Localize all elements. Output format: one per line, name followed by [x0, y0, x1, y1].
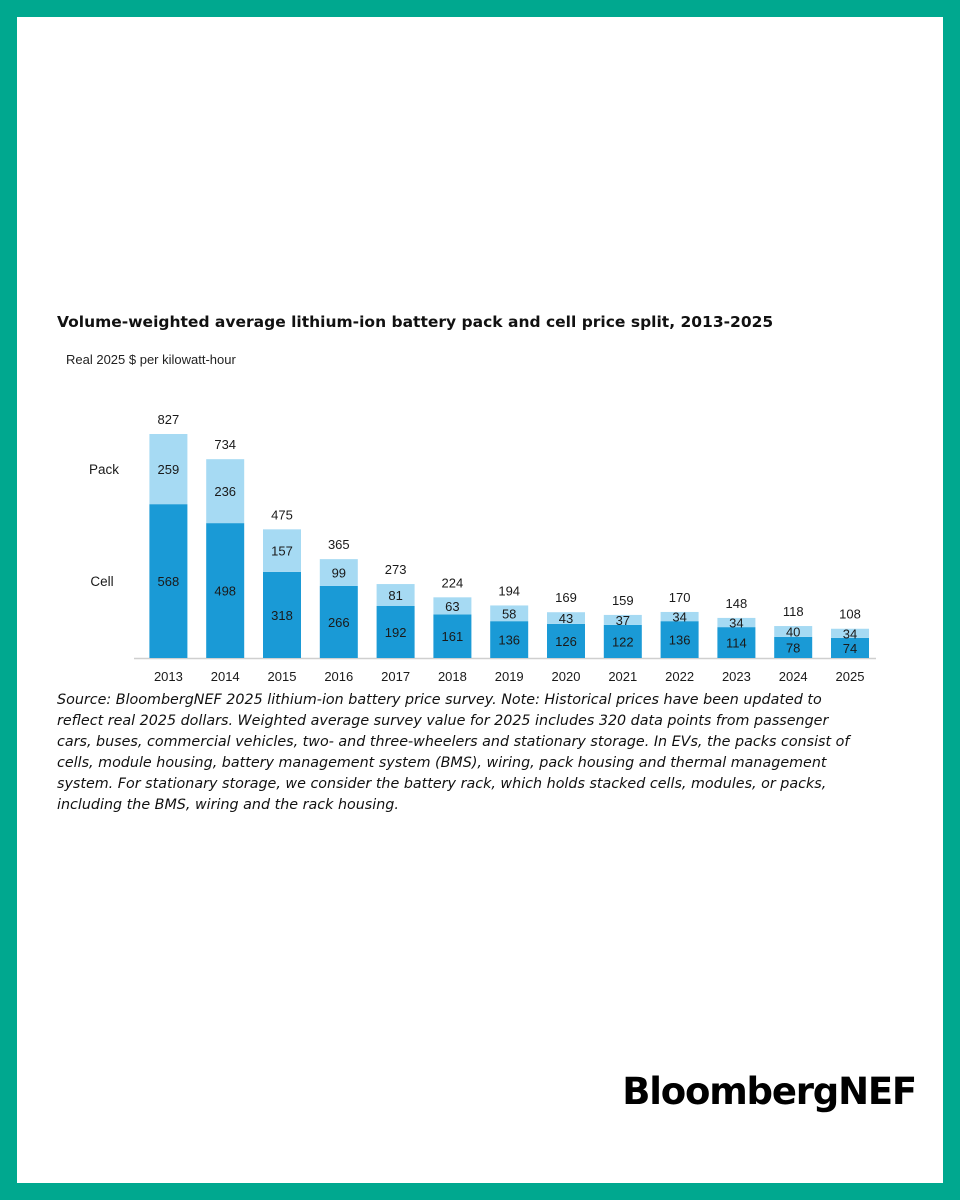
data-label-cell-2017: 192: [385, 625, 407, 640]
bar-pack-2018: [433, 597, 472, 615]
data-label-total-2023: 148: [726, 596, 748, 611]
bar-cell-2020: [547, 623, 585, 658]
x-tick-label-2023: 2023: [722, 669, 751, 684]
data-label-pack-2018: 63: [445, 599, 459, 614]
bar-cell-2015: [263, 571, 301, 658]
bar-pack-2017: [376, 584, 415, 606]
data-label-cell-2013: 568: [158, 574, 180, 589]
stacked-bar-chart: 568 259 827 2013 498 236 734 2014 318 157 475 2015 2…: [89, 412, 876, 684]
bar-pack-2013: [149, 434, 188, 505]
data-label-pack-2013: 259: [158, 462, 180, 477]
x-tick-label-2020: 2020: [552, 669, 581, 684]
bar-pack-2023: [717, 617, 756, 628]
data-label-cell-2021: 122: [612, 634, 634, 649]
x-tick-label-2024: 2024: [779, 669, 808, 684]
bar-cell-2019: [490, 621, 529, 658]
chart-title: Volume-weighted average lithium-ion batt…: [57, 313, 774, 331]
bloombergnef-logo: BloombergNEF: [622, 1070, 917, 1113]
data-label-pack-2021: 37: [616, 613, 630, 628]
data-label-total-2016: 365: [328, 537, 350, 552]
data-label-total-2019: 194: [498, 583, 520, 598]
x-tick-label-2025: 2025: [836, 669, 865, 684]
data-label-total-2015: 475: [271, 507, 293, 522]
data-label-cell-2024: 78: [786, 640, 800, 655]
bar-pack-2020: [547, 612, 585, 624]
data-label-pack-2017: 81: [388, 588, 402, 603]
data-label-pack-2020: 43: [559, 611, 573, 626]
x-tick-label-2019: 2019: [495, 669, 524, 684]
data-label-cell-2019: 136: [498, 633, 520, 648]
data-label-total-2013: 827: [158, 412, 180, 427]
data-label-cell-2022: 136: [669, 633, 691, 648]
data-label-total-2020: 169: [555, 590, 577, 605]
legend-label-pack: Pack: [89, 462, 119, 477]
bar-cell-2018: [433, 614, 472, 658]
bar-cell-2023: [717, 627, 756, 658]
data-label-pack-2014: 236: [214, 484, 236, 499]
bar-pack-2015: [263, 529, 301, 572]
data-label-total-2025: 108: [839, 607, 861, 622]
x-tick-label-2021: 2021: [608, 669, 637, 684]
x-tick-label-2014: 2014: [211, 669, 240, 684]
data-label-pack-2023: 34: [729, 616, 743, 631]
x-tick-label-2017: 2017: [381, 669, 410, 684]
bar-pack-2019: [490, 605, 529, 622]
bar-cell-2025: [831, 637, 869, 658]
data-label-total-2014: 734: [214, 437, 236, 452]
data-label-pack-2019: 58: [502, 606, 516, 621]
bar-pack-2024: [774, 626, 813, 637]
data-label-total-2022: 170: [669, 590, 691, 605]
data-label-total-2024: 118: [783, 604, 804, 619]
data-label-cell-2023: 114: [726, 636, 747, 651]
data-label-total-2018: 224: [442, 575, 464, 590]
data-label-pack-2025: 34: [843, 626, 857, 641]
bar-cell-2017: [376, 605, 415, 658]
data-label-pack-2016: 99: [332, 566, 346, 581]
data-label-cell-2018: 161: [442, 629, 464, 644]
data-label-pack-2024: 40: [786, 624, 800, 639]
x-tick-label-2018: 2018: [438, 669, 467, 684]
data-label-pack-2015: 157: [271, 544, 293, 559]
data-label-cell-2014: 498: [214, 584, 236, 599]
data-label-cell-2015: 318: [271, 608, 293, 623]
x-tick-label-2013: 2013: [154, 669, 183, 684]
bar-pack-2016: [319, 559, 358, 586]
bar-pack-2014: [206, 459, 245, 524]
legend-label-cell: Cell: [90, 574, 113, 589]
bar-cell-2022: [660, 621, 699, 658]
bar-pack-2021: [603, 614, 642, 625]
bar-cell-2016: [319, 585, 358, 658]
bar-pack-2025: [831, 628, 869, 638]
x-tick-label-2015: 2015: [268, 669, 297, 684]
bar-cell-2024: [774, 636, 813, 658]
x-tick-label-2016: 2016: [324, 669, 353, 684]
source-note: Source: BloombergNEF 2025 lithium-ion ba…: [57, 692, 850, 813]
data-label-total-2017: 273: [385, 562, 407, 577]
data-label-cell-2016: 266: [328, 615, 350, 630]
bar-pack-2022: [660, 611, 699, 622]
y-axis-unit-label: Real 2025 $ per kilowatt-hour: [66, 352, 236, 367]
bar-cell-2013: [149, 504, 188, 658]
data-label-cell-2025: 74: [843, 641, 857, 656]
x-tick-label-2022: 2022: [665, 669, 694, 684]
bar-cell-2021: [603, 624, 642, 658]
data-label-total-2021: 159: [612, 593, 634, 608]
data-label-pack-2022: 34: [672, 610, 686, 625]
data-label-cell-2020: 126: [555, 634, 577, 649]
bar-cell-2014: [206, 523, 245, 658]
